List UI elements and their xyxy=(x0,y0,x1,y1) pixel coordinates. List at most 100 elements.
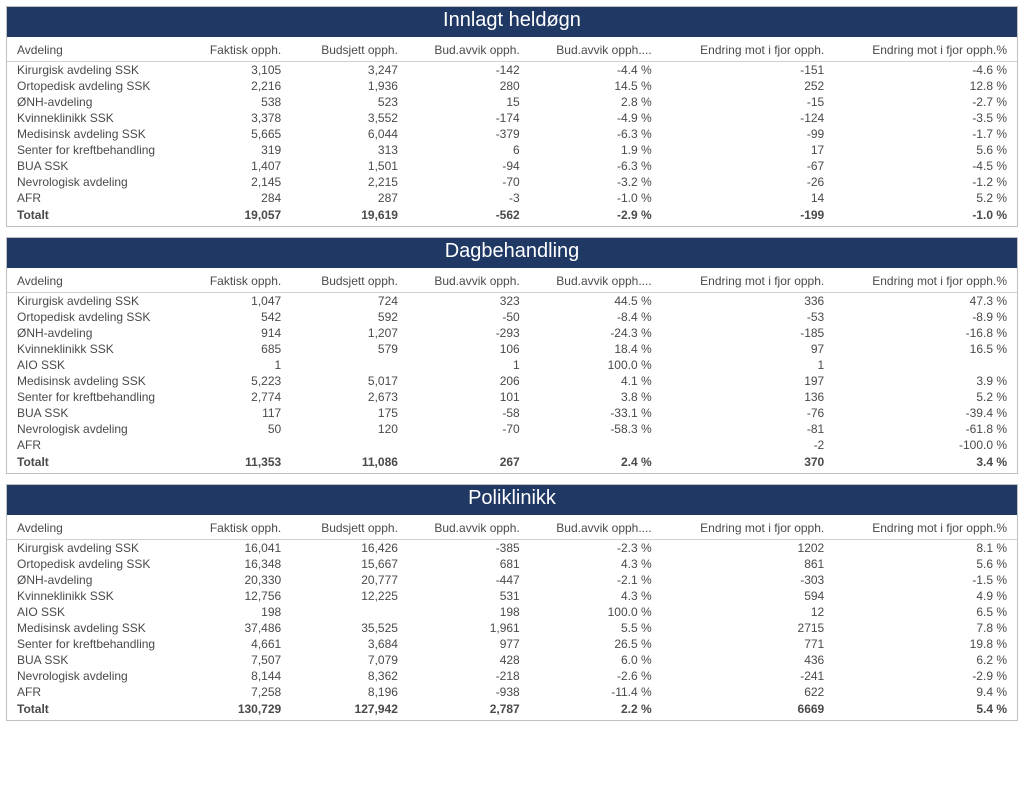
dept-cell: Kvinneklinikk SSK xyxy=(7,110,185,126)
table-row: Medisinsk avdeling SSK5,6656,044-379-6.3… xyxy=(7,126,1017,142)
value-cell: -2.3 % xyxy=(530,540,662,557)
value-cell: 50 xyxy=(185,421,292,437)
table-row: Medisinsk avdeling SSK5,2235,0172064.1 %… xyxy=(7,373,1017,389)
value-cell: -2.9 % xyxy=(834,668,1017,684)
table-row: Kvinneklinikk SSK68557910618.4 %9716.5 % xyxy=(7,341,1017,357)
value-cell: 101 xyxy=(408,389,530,405)
value-cell: 9.4 % xyxy=(834,684,1017,700)
dept-cell: Medisinsk avdeling SSK xyxy=(7,620,185,636)
value-cell: 1,207 xyxy=(291,325,408,341)
value-cell: 16,041 xyxy=(185,540,292,557)
value-cell: -58 xyxy=(408,405,530,421)
value-cell: 197 xyxy=(662,373,835,389)
column-header: Endring mot i fjor opph.% xyxy=(834,37,1017,62)
value-cell: 106 xyxy=(408,341,530,357)
value-cell: -6.3 % xyxy=(530,158,662,174)
total-row: Totalt19,05719,619-562-2.9 %-199-1.0 % xyxy=(7,206,1017,226)
value-cell: 16,426 xyxy=(291,540,408,557)
dept-cell: Medisinsk avdeling SSK xyxy=(7,126,185,142)
value-cell: -1.0 % xyxy=(530,190,662,206)
dept-cell: Kirurgisk avdeling SSK xyxy=(7,293,185,310)
value-cell: 579 xyxy=(291,341,408,357)
value-cell: -938 xyxy=(408,684,530,700)
value-cell: -33.1 % xyxy=(530,405,662,421)
column-header: Budsjett opph. xyxy=(291,268,408,293)
value-cell: -447 xyxy=(408,572,530,588)
value-cell: 681 xyxy=(408,556,530,572)
dept-cell: Kvinneklinikk SSK xyxy=(7,588,185,604)
column-header: Endring mot i fjor opph.% xyxy=(834,515,1017,540)
value-cell xyxy=(291,437,408,453)
value-cell: 2,774 xyxy=(185,389,292,405)
section-panel: DagbehandlingAvdelingFaktisk opph.Budsje… xyxy=(6,237,1018,474)
value-cell: 2.8 % xyxy=(530,94,662,110)
value-cell: 724 xyxy=(291,293,408,310)
column-header: Bud.avvik opph.... xyxy=(530,268,662,293)
value-cell: -1.7 % xyxy=(834,126,1017,142)
value-cell: 15 xyxy=(408,94,530,110)
total-value: 2,787 xyxy=(408,700,530,720)
value-cell: 2715 xyxy=(662,620,835,636)
total-label: Totalt xyxy=(7,453,185,473)
value-cell: 5.6 % xyxy=(834,142,1017,158)
value-cell: 6,044 xyxy=(291,126,408,142)
dept-cell: Ortopedisk avdeling SSK xyxy=(7,309,185,325)
value-cell: 8.1 % xyxy=(834,540,1017,557)
value-cell: 5,017 xyxy=(291,373,408,389)
value-cell: -4.6 % xyxy=(834,62,1017,79)
table-row: Senter for kreftbehandling31931361.9 %17… xyxy=(7,142,1017,158)
value-cell: 16,348 xyxy=(185,556,292,572)
table-row: ØNH-avdeling9141,207-293-24.3 %-185-16.8… xyxy=(7,325,1017,341)
value-cell: -67 xyxy=(662,158,835,174)
table-row: AFR284287-3-1.0 %145.2 % xyxy=(7,190,1017,206)
table-row: AIO SSK11100.0 %1 xyxy=(7,357,1017,373)
column-header: Faktisk opph. xyxy=(185,268,292,293)
value-cell: -3.5 % xyxy=(834,110,1017,126)
value-cell: 538 xyxy=(185,94,292,110)
value-cell: 1,407 xyxy=(185,158,292,174)
value-cell: 6.2 % xyxy=(834,652,1017,668)
value-cell xyxy=(834,357,1017,373)
total-value: -199 xyxy=(662,206,835,226)
column-header: Bud.avvik opph. xyxy=(408,37,530,62)
value-cell: 17 xyxy=(662,142,835,158)
value-cell: -3 xyxy=(408,190,530,206)
table-row: Ortopedisk avdeling SSK2,2161,93628014.5… xyxy=(7,78,1017,94)
value-cell: 35,525 xyxy=(291,620,408,636)
value-cell: -39.4 % xyxy=(834,405,1017,421)
value-cell: 18.4 % xyxy=(530,341,662,357)
value-cell: 97 xyxy=(662,341,835,357)
value-cell: 4.9 % xyxy=(834,588,1017,604)
data-table: AvdelingFaktisk opph.Budsjett opph.Bud.a… xyxy=(7,268,1017,473)
table-row: AIO SSK198198100.0 %126.5 % xyxy=(7,604,1017,620)
value-cell: 5,223 xyxy=(185,373,292,389)
section-title: Poliklinikk xyxy=(7,485,1017,515)
value-cell: 12 xyxy=(662,604,835,620)
total-value: 19,619 xyxy=(291,206,408,226)
value-cell: 47.3 % xyxy=(834,293,1017,310)
data-table: AvdelingFaktisk opph.Budsjett opph.Bud.a… xyxy=(7,37,1017,226)
total-value: -1.0 % xyxy=(834,206,1017,226)
dept-cell: Nevrologisk avdeling xyxy=(7,174,185,190)
table-row: Kvinneklinikk SSK3,3783,552-174-4.9 %-12… xyxy=(7,110,1017,126)
section-panel: Innlagt heldøgnAvdelingFaktisk opph.Buds… xyxy=(6,6,1018,227)
value-cell: 2,216 xyxy=(185,78,292,94)
total-value: 19,057 xyxy=(185,206,292,226)
dept-cell: ØNH-avdeling xyxy=(7,94,185,110)
value-cell: 428 xyxy=(408,652,530,668)
dept-cell: Kirurgisk avdeling SSK xyxy=(7,62,185,79)
dept-cell: ØNH-avdeling xyxy=(7,325,185,341)
dept-cell: AFR xyxy=(7,437,185,453)
column-header: Endring mot i fjor opph.% xyxy=(834,268,1017,293)
dept-cell: Senter for kreftbehandling xyxy=(7,636,185,652)
value-cell: 6.0 % xyxy=(530,652,662,668)
value-cell: 914 xyxy=(185,325,292,341)
value-cell: 592 xyxy=(291,309,408,325)
table-row: Ortopedisk avdeling SSK16,34815,6676814.… xyxy=(7,556,1017,572)
total-value: 3.4 % xyxy=(834,453,1017,473)
value-cell: -99 xyxy=(662,126,835,142)
value-cell: 5.5 % xyxy=(530,620,662,636)
value-cell: 198 xyxy=(408,604,530,620)
value-cell: 12.8 % xyxy=(834,78,1017,94)
value-cell: 3.9 % xyxy=(834,373,1017,389)
